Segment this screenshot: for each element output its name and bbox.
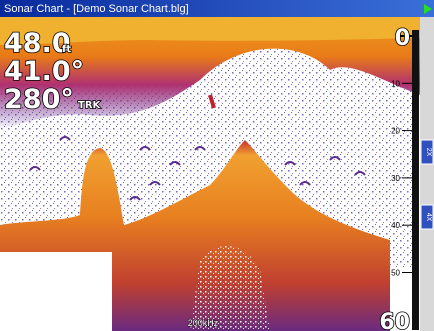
depth-scale-bottom: 60 bbox=[379, 310, 410, 331]
depth-readout: 48.0 bbox=[4, 28, 71, 59]
depth-scale-top: 0 bbox=[395, 26, 410, 51]
depth-unit: ft bbox=[62, 44, 71, 55]
sonar-image bbox=[0, 17, 420, 331]
zoom-button[interactable] bbox=[420, 204, 434, 230]
heading-label: TRK bbox=[78, 100, 102, 111]
zoom-button[interactable] bbox=[420, 139, 434, 165]
play-button[interactable] bbox=[424, 4, 432, 14]
depth-bar bbox=[412, 30, 419, 330]
title-bar bbox=[0, 0, 434, 17]
side-panel bbox=[420, 17, 434, 331]
depth-label: 50 bbox=[391, 269, 400, 278]
zoom-label[interactable]: 2X bbox=[425, 148, 432, 157]
zoom-label[interactable]: 4X bbox=[425, 213, 432, 222]
heading-readout: 280° bbox=[4, 84, 74, 115]
depth-label: 20 bbox=[391, 127, 400, 136]
frequency: 200kHz bbox=[188, 318, 219, 328]
depth-label: 40 bbox=[391, 221, 400, 230]
depth-label: 30 bbox=[391, 174, 400, 183]
depth-label: 10 bbox=[391, 79, 400, 88]
window-title: Sonar Chart - [Demo Sonar Chart.blg] bbox=[4, 3, 189, 15]
temperature-readout: 41.0° bbox=[4, 56, 84, 87]
